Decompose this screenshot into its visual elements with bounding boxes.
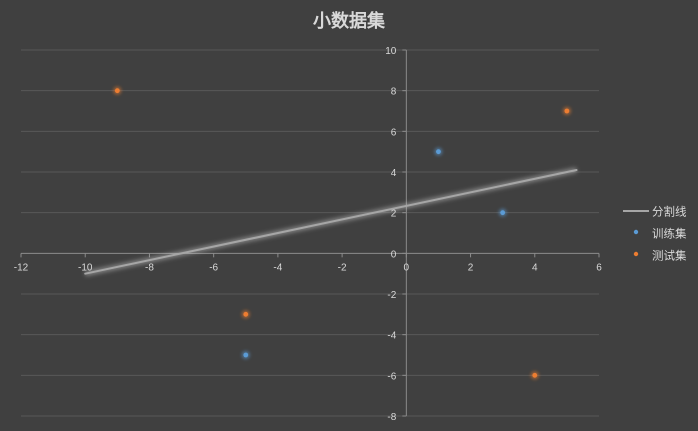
x-tick-label: -10 [78,262,93,273]
legend-label: 测试集 [652,249,687,263]
training-point [243,352,249,358]
legend-item: 分割线 [623,205,687,219]
test-point [564,108,570,114]
x-tick-label: -2 [338,262,347,273]
axes: -12 -10 -8 -6 -4 -2 0 2 4 6 -8 -6 -4 -2 0 2 4 6 8 10 [14,46,602,423]
x-tick-label: -8 [145,262,154,273]
y-tick-label: 6 [391,127,397,138]
y-tick-label: 4 [391,168,397,179]
legend-label: 训练集 [652,227,687,241]
legend-label: 分割线 [652,205,687,219]
chart-title: 小数据集 [313,10,386,32]
legend-dot-swatch [633,251,639,257]
training-point [436,149,441,155]
y-tick-label: -8 [387,412,396,423]
x-tick-label: -6 [209,262,218,273]
x-tick-label: -12 [14,262,29,273]
legend-item: 测试集 [633,249,687,263]
y-tick-label: -6 [387,371,396,382]
test-point [114,88,120,94]
plot-area [84,86,578,380]
x-tick-label: 0 [404,262,410,273]
y-tick-label: -2 [387,290,396,301]
divider-line [84,168,578,275]
legend-item: 训练集 [633,227,687,241]
test-point [532,372,538,378]
y-tick-label: 10 [385,46,397,57]
y-tick-label: -4 [387,331,396,342]
x-tick-label: -4 [273,262,282,273]
training-point [500,210,506,216]
y-tick-label: 0 [391,249,397,260]
x-tick-label: 4 [532,262,538,273]
x-tick-label: 6 [596,262,602,273]
gridlines [21,49,599,417]
legend-dot-swatch [633,229,639,235]
y-tick-label: 8 [391,87,397,98]
y-tick-label: 2 [391,209,397,220]
x-tick-label: 2 [468,262,474,273]
test-point [243,311,249,317]
